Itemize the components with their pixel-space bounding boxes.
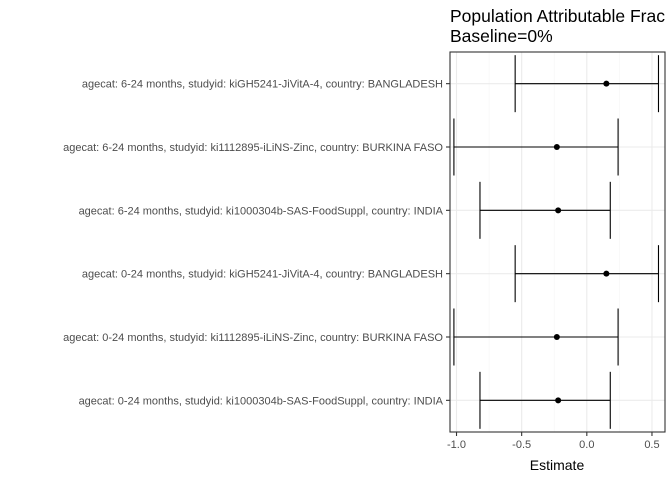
estimate-point	[555, 207, 562, 214]
estimate-point	[553, 334, 560, 340]
x-axis-title: Estimate	[530, 457, 585, 473]
error-bar-6	[479, 371, 611, 429]
y-axis: agecat: 6-24 months, studyid: kiGH5241-J…	[63, 79, 450, 407]
y-tick-label: agecat: 6-24 months, studyid: kiGH5241-J…	[82, 79, 443, 91]
error-bar-2	[453, 118, 619, 176]
y-tick-label: agecat: 0-24 months, studyid: ki1000304b…	[79, 395, 444, 407]
error-bar-1	[514, 55, 660, 113]
x-tick-label: 0.5	[644, 439, 659, 451]
estimate-point	[603, 80, 610, 87]
x-tick-label: -1.0	[447, 439, 466, 451]
x-axis: -1.0 -0.5 0.0 0.5	[447, 432, 660, 451]
estimate-point	[553, 144, 560, 150]
x-tick-label: 0.0	[579, 439, 594, 451]
estimate-point	[603, 270, 610, 277]
chart-title-line-2: Baseline=0%	[450, 26, 553, 46]
panel-border	[449, 51, 666, 433]
grid-lines	[450, 52, 665, 432]
y-tick-label: agecat: 6-24 months, studyid: ki1112895-…	[63, 142, 443, 154]
y-tick-label: agecat: 0-24 months, studyid: ki1112895-…	[63, 332, 443, 344]
estimate-point	[555, 397, 562, 404]
error-bar-5	[453, 308, 619, 366]
x-tick-label: -0.5	[512, 439, 531, 451]
y-tick-label: agecat: 6-24 months, studyid: ki1000304b…	[79, 205, 444, 217]
chart-title-line-1: Population Attributable Frac	[450, 6, 665, 26]
error-bar-3	[479, 181, 611, 239]
error-bars	[453, 55, 660, 429]
error-bar-4	[514, 245, 660, 303]
y-tick-label: agecat: 0-24 months, studyid: kiGH5241-J…	[82, 269, 443, 281]
